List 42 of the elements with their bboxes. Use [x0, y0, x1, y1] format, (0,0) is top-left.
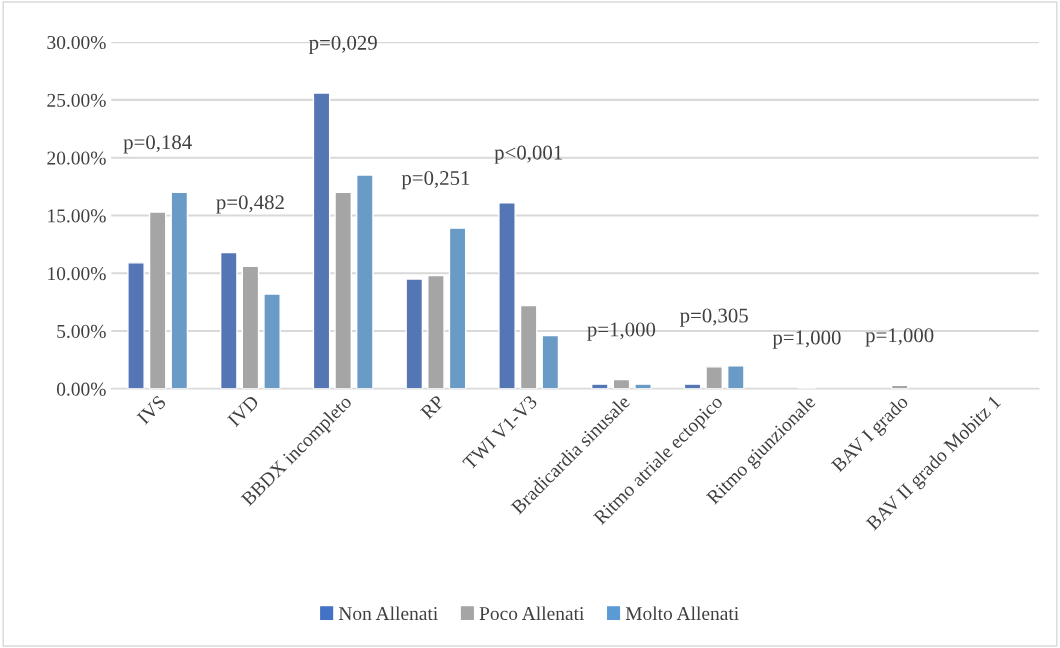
bar: [634, 383, 652, 389]
bar: [241, 265, 260, 389]
y-tick-label: 15.00%: [48, 209, 106, 223]
annotation: p=0,305: [679, 308, 748, 327]
bar: [170, 191, 189, 389]
annotation: p=1,000: [587, 322, 656, 341]
annotation: p<0,001: [494, 145, 562, 164]
y-tick-label: 0.00%: [56, 382, 106, 396]
annotation: p=1,000: [865, 328, 934, 347]
legend-label: Non Allenati: [338, 606, 438, 621]
legend-label: Poco Allenati: [479, 606, 585, 621]
bar: [683, 383, 702, 389]
annotation: p=0,251: [401, 170, 470, 190]
bar: [219, 251, 238, 389]
x-tick-label: IVD: [227, 394, 260, 428]
bar: [448, 227, 467, 389]
annotation: p=0,184: [123, 135, 192, 154]
bar: [498, 202, 516, 389]
annotation: p=0,029: [308, 35, 377, 55]
x-tick-label: RP: [420, 394, 445, 420]
bar: [727, 364, 745, 389]
bar: [263, 293, 281, 389]
bar: [541, 334, 560, 389]
y-tick-label: 25.00%: [47, 93, 106, 107]
bar: [705, 366, 723, 389]
legend-label: Molto Allenati: [625, 606, 739, 621]
bar: [312, 92, 331, 389]
y-tick-label: 5.00%: [57, 324, 106, 339]
annotation: p=0,482: [216, 195, 284, 214]
annotation: p=1,000: [772, 330, 841, 349]
bar: [405, 278, 424, 389]
y-tick-label: 30.00%: [47, 35, 106, 50]
bar: [148, 211, 167, 389]
bar: [127, 262, 145, 389]
bar: [427, 274, 445, 389]
x-tick-label: IVS: [136, 394, 167, 426]
bar: [356, 174, 374, 389]
bar: [590, 383, 609, 389]
y-tick-label: 10.00%: [48, 267, 106, 281]
bar: [334, 191, 352, 389]
bar: [519, 304, 538, 389]
y-tick-label: 20.00%: [47, 151, 106, 165]
